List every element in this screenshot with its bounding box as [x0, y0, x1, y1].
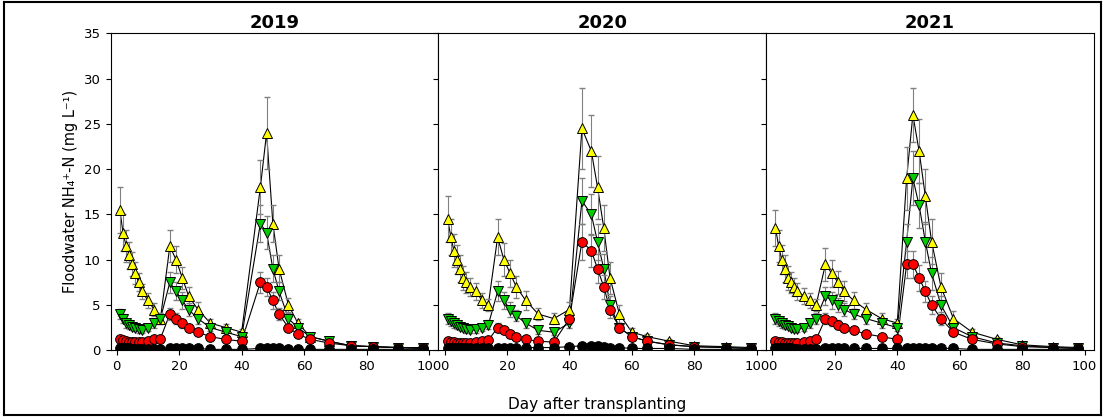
Title: 2020: 2020 [577, 14, 628, 32]
Y-axis label: Floodwater NH₄⁺-N (mg L⁻¹): Floodwater NH₄⁺-N (mg L⁻¹) [63, 90, 78, 294]
Text: Day after transplanting: Day after transplanting [507, 397, 686, 412]
Title: 2019: 2019 [250, 14, 299, 32]
Title: 2021: 2021 [905, 14, 955, 32]
